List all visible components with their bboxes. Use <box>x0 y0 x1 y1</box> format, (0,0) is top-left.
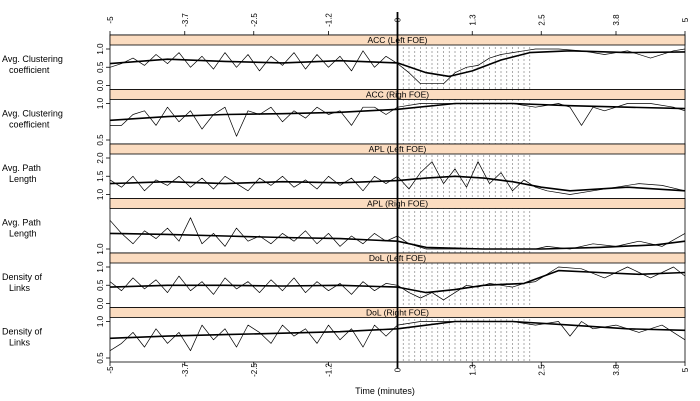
y-tick-label: 1.0 <box>96 97 105 109</box>
smoothed-series-line <box>109 50 686 78</box>
y-axis-label: Length <box>9 174 37 184</box>
top-x-tick-label: 1.3 <box>468 14 477 26</box>
raw-series-line <box>109 48 686 85</box>
bottom-x-tick-label: -3.7 <box>181 363 190 377</box>
y-tick-label: 0.5 <box>96 134 105 146</box>
bottom-x-tick-label: 0 <box>394 367 403 372</box>
y-tick-label: 1.0 <box>96 43 105 55</box>
bottom-x-tick-label: 2.5 <box>537 364 546 376</box>
y-axis-label: Avg. Path <box>2 163 41 173</box>
smoothed-series-line <box>109 175 686 192</box>
y-tick-label: 1.0 <box>96 261 105 273</box>
axes: -5 -5 -3.7 -3.7 -2.5 -2.5 -1.2 -1.2 0 0 1.3 1.3 2.5 2… <box>106 12 690 377</box>
y-axis-label: Links <box>9 283 31 293</box>
top-x-tick-label: 5 <box>681 17 690 22</box>
bottom-x-tick-label: 1.3 <box>468 364 477 376</box>
y-tick-label: 0.5 <box>96 352 105 364</box>
y-tick-label: 0.5 <box>96 279 105 291</box>
bottom-x-tick-label: 3.8 <box>612 364 621 376</box>
bottom-x-tick-label: 5 <box>681 367 690 372</box>
bottom-x-tick-label: -1.2 <box>325 363 334 377</box>
top-x-tick-label: -1.2 <box>325 13 334 27</box>
y-axis-label: Density of <box>2 326 43 336</box>
smoothed-series-line <box>109 232 686 250</box>
y-axis-label: Avg. Clustering <box>2 108 63 118</box>
top-x-tick-label: -2.5 <box>250 13 259 27</box>
x-axis-label: Time (minutes) <box>355 386 415 396</box>
smoothed-series-line <box>109 269 686 294</box>
y-tick-label: 0.5 <box>96 61 105 73</box>
y-tick-label: 1.0 <box>96 315 105 327</box>
y-tick-label: 1.0 <box>96 188 105 200</box>
y-tick-label: 0.0 <box>96 297 105 309</box>
y-axis-label: coefficient <box>9 119 50 129</box>
y-tick-label: 0.0 <box>96 79 105 91</box>
y-axis-label: Density of <box>2 272 43 282</box>
top-x-tick-label: 2.5 <box>537 14 546 26</box>
y-axis-label: Avg. Path <box>2 217 41 227</box>
top-x-tick-label: -3.7 <box>181 13 190 27</box>
y-axis-label: Avg. Clustering <box>2 54 63 64</box>
y-tick-label: 1.0 <box>96 243 105 255</box>
y-tick-label: 2.0 <box>96 152 105 164</box>
raw-series-line <box>109 266 686 301</box>
raw-series-line <box>110 103 686 137</box>
y-axis-label: Length <box>9 228 37 238</box>
top-x-tick-label: -5 <box>106 16 115 24</box>
top-x-tick-label: 0 <box>394 17 403 22</box>
bottom-x-tick-label: -5 <box>106 366 115 374</box>
y-axis-label: coefficient <box>9 65 50 75</box>
top-x-tick-label: 3.8 <box>612 14 621 26</box>
y-axis-label: Links <box>9 337 31 347</box>
bottom-x-tick-label: -2.5 <box>250 363 259 377</box>
y-tick-label: 1.5 <box>96 170 105 182</box>
